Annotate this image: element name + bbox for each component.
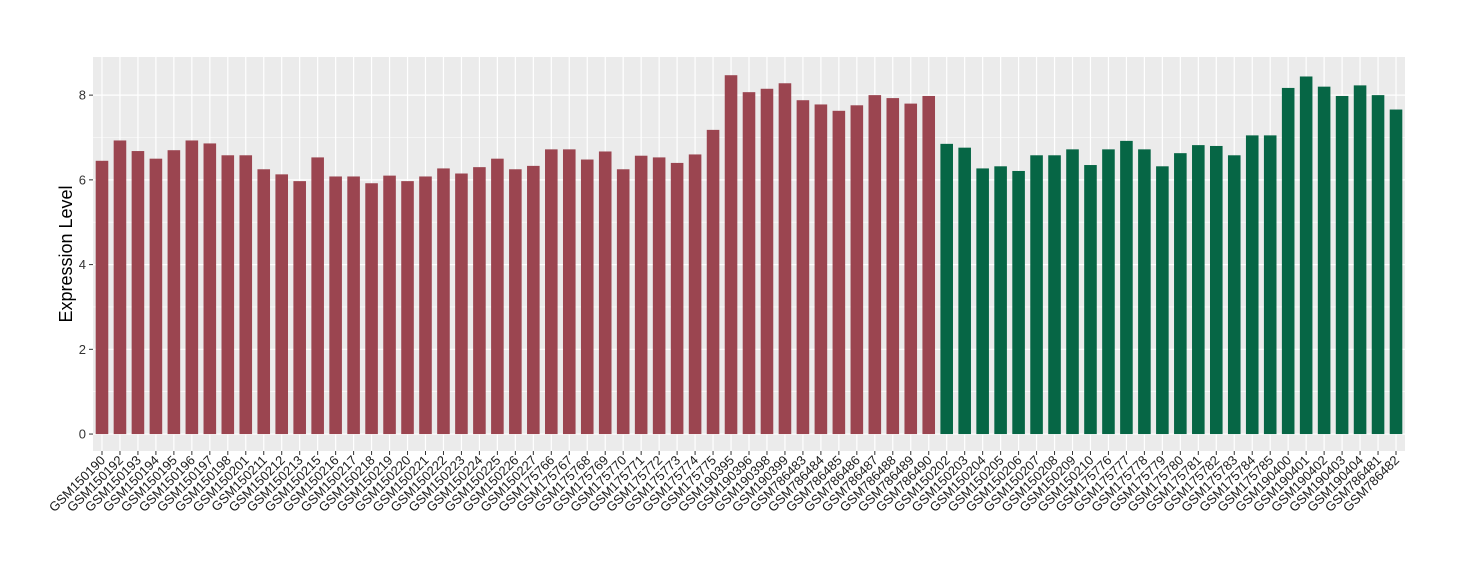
bar-GSM175768	[580, 159, 594, 435]
bar-GSM190404	[1353, 85, 1367, 435]
bar-GSM150216	[329, 176, 342, 435]
bar-GSM150204	[976, 168, 989, 435]
bar-GSM150195	[167, 150, 181, 435]
bar-GSM150205	[994, 166, 1007, 435]
bar-GSM150211	[257, 169, 271, 435]
bar-GSM150227	[527, 165, 540, 435]
bar-GSM175782	[1209, 145, 1223, 435]
bar-GSM150190	[95, 160, 109, 435]
bar-GSM786481	[1371, 95, 1385, 435]
bar-GSM150206	[1012, 170, 1025, 435]
y-tick-label: 0	[79, 427, 86, 442]
bar-GSM150212	[275, 174, 289, 435]
bar-GSM175773	[670, 162, 684, 435]
bar-GSM150209	[1066, 149, 1079, 435]
bar-GSM150218	[365, 183, 378, 435]
bar-GSM190403	[1335, 95, 1349, 435]
bar-GSM190398	[760, 88, 774, 435]
bar-GSM150197	[203, 143, 217, 435]
bar-GSM175772	[652, 157, 666, 435]
bars	[95, 75, 1403, 435]
bar-GSM786487	[868, 95, 882, 435]
bar-GSM175767	[562, 149, 576, 435]
bar-GSM150192	[113, 140, 127, 435]
bar-GSM150193	[131, 151, 145, 435]
bar-GSM786488	[886, 98, 900, 435]
bar-GSM150223	[455, 173, 468, 435]
bar-GSM150194	[149, 158, 163, 435]
bar-GSM150226	[509, 169, 522, 435]
bar-GSM786489	[904, 103, 918, 435]
bar-GSM786483	[796, 100, 810, 435]
bar-GSM150221	[419, 176, 432, 435]
bar-GSM786485	[832, 110, 846, 435]
bar-GSM150196	[185, 140, 199, 435]
bar-GSM150201	[239, 155, 253, 435]
bar-GSM190399	[778, 83, 792, 435]
bar-GSM175766	[545, 149, 558, 435]
y-axis-title: Expression Level	[56, 185, 76, 322]
bar-GSM786482	[1389, 109, 1403, 435]
bar-GSM150219	[383, 175, 396, 435]
bar-GSM175775	[706, 129, 720, 435]
bar-GSM190396	[742, 92, 756, 435]
y-tick-label: 4	[79, 257, 86, 272]
y-tick-label: 8	[79, 88, 86, 103]
bar-GSM150213	[293, 181, 306, 435]
y-tick-label: 2	[79, 342, 86, 357]
bar-GSM150208	[1048, 155, 1061, 435]
bar-GSM786490	[922, 95, 936, 435]
bar-GSM175783	[1227, 155, 1241, 435]
bar-GSM175779	[1156, 166, 1169, 435]
bar-GSM150203	[958, 147, 971, 435]
bar-GSM150225	[491, 158, 504, 435]
bar-GSM150224	[473, 167, 486, 435]
bar-GSM150207	[1030, 155, 1043, 435]
bar-GSM150215	[311, 157, 324, 435]
bar-GSM150220	[401, 181, 414, 435]
bar-GSM175771	[634, 155, 648, 435]
y-tick-label: 6	[79, 172, 86, 187]
bar-GSM150198	[221, 155, 235, 435]
bar-GSM190400	[1281, 87, 1295, 435]
bar-GSM175780	[1174, 153, 1187, 435]
bar-GSM190395	[724, 75, 738, 435]
bar-GSM190402	[1317, 86, 1331, 435]
bar-GSM150202	[940, 143, 953, 435]
bar-GSM175777	[1120, 140, 1133, 435]
bar-GSM175774	[688, 154, 702, 435]
bar-GSM786484	[814, 104, 828, 435]
bar-GSM150210	[1084, 165, 1097, 435]
bar-GSM150217	[347, 176, 360, 435]
bar-GSM175781	[1192, 145, 1205, 435]
bar-GSM175785	[1263, 135, 1277, 435]
bar-GSM175776	[1102, 149, 1115, 435]
bar-GSM175770	[616, 169, 630, 435]
bar-GSM175769	[598, 151, 612, 435]
bar-GSM786486	[850, 105, 864, 435]
bar-GSM190401	[1299, 76, 1313, 435]
bar-GSM175784	[1245, 135, 1259, 435]
axes: 02468GSM150190GSM150192GSM150193GSM15019…	[46, 88, 1402, 515]
bar-GSM150222	[437, 168, 450, 435]
bar-GSM175778	[1138, 149, 1151, 435]
